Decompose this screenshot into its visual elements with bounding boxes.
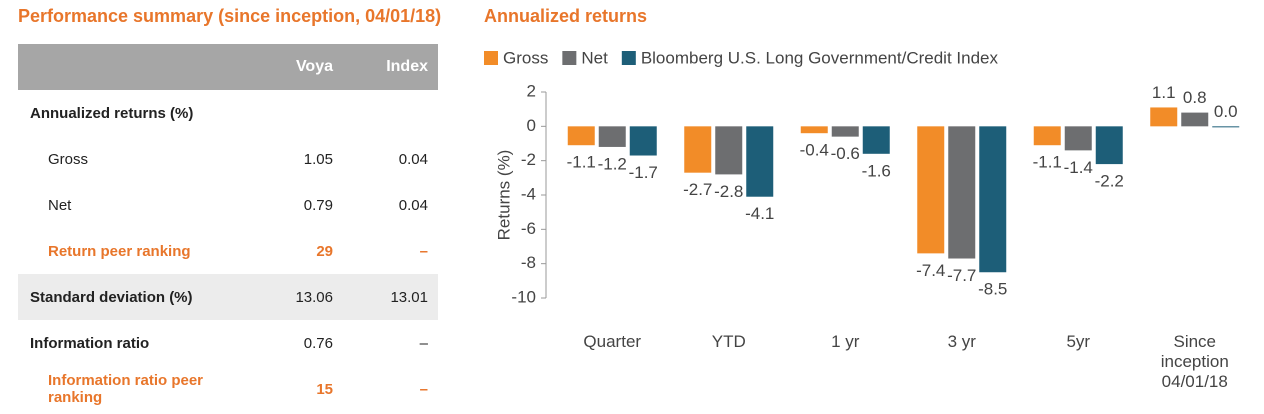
bar: [948, 126, 976, 259]
bar: [1181, 112, 1209, 127]
data-label: -1.7: [629, 163, 658, 182]
legend-swatch: [484, 51, 498, 65]
data-label: -2.7: [683, 180, 712, 199]
y-tick-label: 2: [527, 81, 536, 100]
data-label: -1.1: [567, 153, 596, 172]
table-cell: 1.05: [303, 150, 333, 168]
bar: [1095, 126, 1123, 165]
table-cell: Gross: [48, 150, 89, 168]
legend-swatch: [621, 51, 636, 65]
bar: [629, 126, 657, 156]
bar: [800, 126, 828, 134]
table-row: Annualized returns (%): [18, 90, 438, 136]
y-tick-label: -10: [511, 287, 536, 306]
data-label: -1.4: [1064, 158, 1093, 177]
table-cell: Return peer ranking: [48, 242, 191, 260]
data-label: -1.1: [1033, 153, 1062, 172]
table-cell: –: [419, 242, 428, 260]
table-row: Return peer ranking 29 –: [18, 228, 438, 274]
y-tick-label: -6: [521, 219, 536, 238]
table-cell: 0.79: [303, 196, 333, 214]
legend-label: Gross: [503, 48, 548, 67]
table-cell: 0.04: [398, 150, 428, 168]
table-cell: Information ratio: [30, 334, 150, 352]
table-cell: 13.01: [343, 274, 438, 320]
table-row: Standard deviation (%) 13.06 13.01: [18, 274, 438, 320]
bar: [746, 126, 774, 197]
legend-swatch: [562, 51, 577, 65]
x-tick-label: 1 yr: [831, 332, 860, 351]
x-tick-label: 5yr: [1066, 332, 1091, 351]
x-tick-label: 3 yr: [947, 332, 976, 351]
bar: [1212, 126, 1240, 128]
bar: [1033, 126, 1061, 146]
table-cell: 15: [316, 380, 333, 398]
table-row: Gross 1.05 0.04: [18, 136, 438, 182]
table-row: Information ratio 0.76 –: [18, 320, 438, 366]
data-label: -1.2: [598, 154, 627, 173]
table-cell: [343, 90, 438, 136]
y-tick-label: -8: [521, 253, 536, 272]
data-label: -0.6: [831, 144, 860, 163]
data-label: -7.7: [947, 266, 976, 285]
bar: [598, 126, 626, 147]
table-cell: [248, 90, 343, 136]
bar: [979, 126, 1007, 273]
table-cell: Annualized returns (%): [30, 104, 194, 122]
x-tick-label: Since inception 04/01/18: [1160, 332, 1229, 391]
bar: [567, 126, 595, 146]
table-cell: Net: [48, 196, 72, 214]
data-label: -0.4: [800, 141, 829, 160]
chart-title: Annualized returns: [484, 6, 648, 26]
table-row: Information ratio peer ranking 15 –: [18, 366, 438, 412]
bar: [831, 126, 859, 137]
table-cell: Information ratio peer ranking: [48, 372, 204, 406]
bar: [1064, 126, 1092, 151]
y-axis-label: Returns (%): [494, 150, 513, 241]
y-tick-label: -4: [521, 184, 536, 203]
table-cell: 0.04: [398, 196, 428, 214]
legend-label: Bloomberg U.S. Long Government/Credit In…: [641, 48, 999, 67]
table-row: Net 0.79 0.04: [18, 182, 438, 228]
header-cell: [18, 44, 248, 90]
legend-label: Net: [581, 48, 608, 67]
data-label: -2.2: [1095, 172, 1124, 191]
bar: [715, 126, 743, 175]
table-cell: –: [419, 380, 428, 398]
data-label: 1.1: [1152, 83, 1176, 102]
summary-table: Voya Index Annualized returns (%) Gross 1.05…: [18, 44, 438, 412]
table-title: Performance summary (since inception, 04…: [18, 6, 442, 26]
bar: [862, 126, 890, 154]
bar: [917, 126, 945, 254]
y-tick-label: 0: [527, 116, 536, 135]
table-cell: Standard deviation (%): [18, 274, 248, 320]
data-label: -4.1: [745, 204, 774, 223]
bar: [684, 126, 712, 173]
data-label: -2.8: [714, 182, 743, 201]
header-cell: Voya: [248, 44, 343, 90]
data-label: -7.4: [916, 261, 945, 280]
header-cell: Index: [343, 44, 438, 90]
x-tick-label: Quarter: [583, 332, 642, 351]
data-label: -1.6: [862, 161, 891, 180]
bar: [1150, 107, 1178, 127]
x-tick-label: YTD: [711, 332, 746, 351]
table-cell: 0.76: [303, 334, 333, 352]
y-tick-label: -2: [521, 150, 536, 169]
data-label: 0.8: [1183, 88, 1207, 107]
table-cell: 13.06: [248, 274, 343, 320]
data-label: -8.5: [978, 280, 1007, 299]
table-cell: –: [419, 334, 428, 352]
table-cell: 29: [316, 242, 333, 260]
header-row: Voya Index: [18, 44, 438, 90]
data-label: 0.0: [1214, 102, 1238, 121]
